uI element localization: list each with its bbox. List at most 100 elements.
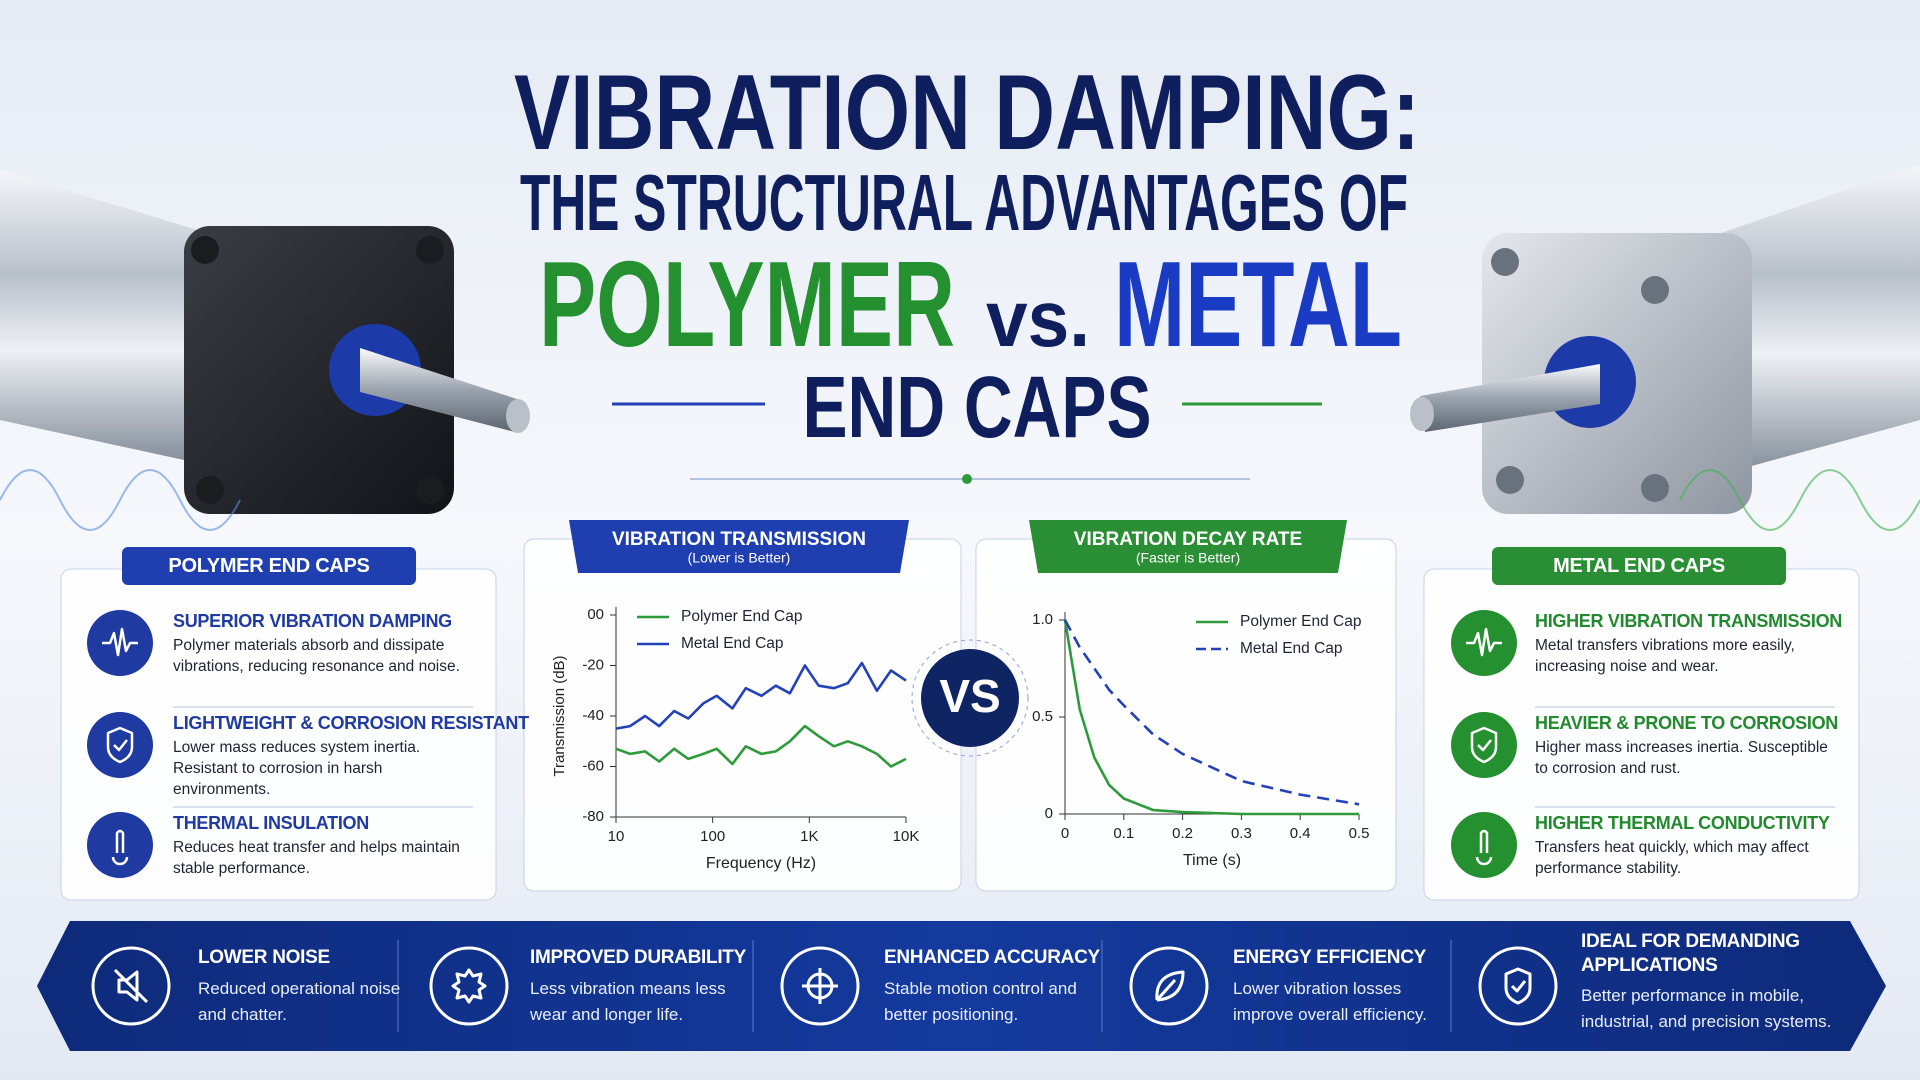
vs-badge — [921, 649, 1019, 747]
x-tick-label: 10 — [608, 828, 625, 845]
y-tick-label: -60 — [582, 757, 604, 774]
icon — [87, 610, 153, 676]
left-tube — [0, 170, 230, 470]
x-tick-label: 1K — [800, 828, 818, 845]
legend-label: Metal End Cap — [681, 635, 784, 652]
chart-ribbon — [1029, 520, 1347, 573]
icon-glyph — [1504, 967, 1532, 1005]
icon-glyph — [1475, 829, 1493, 866]
x-tick-label: 10K — [893, 828, 920, 845]
left-cap — [184, 226, 454, 514]
chart-subtitle: (Lower is Better) — [688, 550, 791, 566]
benefit-icon — [91, 946, 171, 1026]
benefit-icon — [780, 946, 860, 1026]
icon-ring — [429, 946, 509, 1026]
left-shaft — [360, 348, 520, 432]
legend-label: Metal End Cap — [1240, 640, 1343, 657]
icon — [87, 712, 153, 778]
x-tick-label: 0.4 — [1290, 825, 1311, 842]
icon-ring — [1129, 946, 1209, 1026]
series-line — [1063, 619, 1359, 816]
icon-glyph — [113, 968, 149, 1004]
title-metal: METAL — [1114, 236, 1402, 372]
item-title: LIGHTWEIGHT & CORROSION RESISTANT — [173, 713, 529, 733]
x-tick-label: 0.1 — [1113, 825, 1134, 842]
x-tick-label: 0.5 — [1349, 825, 1370, 842]
icon-glyph — [102, 627, 138, 657]
y-tick-label: 1.0 — [1032, 611, 1053, 628]
item-title: HIGHER THERMAL CONDUCTIVITY — [1535, 813, 1830, 833]
benefit-title: ENERGY EFFICIENCY — [1233, 947, 1427, 968]
right-tube — [1700, 165, 1920, 480]
item-title: HEAVIER & PRONE TO CORROSION — [1535, 713, 1838, 733]
y-tick-label: -80 — [582, 808, 604, 825]
benefit-text: Reduced operational noise and chatter. — [198, 979, 401, 1024]
title-polymer: POLYMER — [539, 236, 955, 372]
item-text: Metal transfers vibrations more easily, … — [1535, 637, 1795, 675]
chart-subtitle: (Faster is Better) — [1136, 550, 1240, 566]
item-title: THERMAL INSULATION — [173, 813, 369, 833]
benefit-icon — [1129, 946, 1209, 1026]
legend-label: Polymer End Cap — [681, 608, 802, 625]
item-text: Transfers heat quickly, which may affect… — [1535, 839, 1809, 877]
icon-glyph — [1466, 627, 1502, 657]
icon-glyph — [802, 968, 838, 1004]
panel-title: POLYMER END CAPS — [122, 547, 416, 585]
icon-glyph — [111, 829, 129, 866]
icon-bg — [1451, 712, 1517, 778]
vs-ring — [911, 639, 1029, 757]
x-axis-label: Frequency (Hz) — [706, 855, 816, 872]
benefit-title: IMPROVED DURABILITY — [530, 947, 746, 968]
chart-ribbon — [569, 520, 909, 573]
bolt — [416, 476, 444, 504]
panel-title: METAL END CAPS — [1492, 547, 1786, 585]
benefit-text: Less vibration means less wear and longe… — [530, 979, 726, 1024]
item-text: Higher mass increases inertia. Susceptib… — [1535, 739, 1828, 777]
x-axis-label: Time (s) — [1183, 852, 1241, 869]
benefit-band — [37, 921, 1886, 1051]
right-shaft — [1420, 364, 1600, 432]
bolt — [416, 236, 444, 264]
y-tick-label: 0.5 — [1032, 708, 1053, 725]
icon-glyph — [106, 726, 134, 764]
icon-ring — [1478, 946, 1558, 1026]
item-text: Lower mass reduces system inertia. Resis… — [173, 739, 421, 798]
bolt — [196, 476, 224, 504]
divider-dot — [962, 474, 972, 484]
title-vs: vs. — [986, 274, 1090, 363]
benefit-icon — [429, 946, 509, 1026]
chart-title: VIBRATION DECAY RATE — [1074, 529, 1302, 550]
icon-ring — [780, 946, 860, 1026]
benefit-text: Lower vibration losses improve overall e… — [1233, 979, 1428, 1024]
icon — [1451, 610, 1517, 676]
bolt — [1641, 276, 1669, 304]
title-line: VIBRATION DAMPING: — [514, 52, 1420, 172]
title-line: THE STRUCTURAL ADVANTAGES OF — [520, 158, 1408, 247]
item-title: HIGHER VIBRATION TRANSMISSION — [1535, 611, 1842, 631]
series-line — [615, 724, 907, 768]
benefit-text: Better performance in mobile, industrial… — [1581, 986, 1832, 1031]
icon-bg — [87, 812, 153, 878]
wave — [0, 469, 241, 531]
x-tick-label: 0.2 — [1172, 825, 1193, 842]
icon — [87, 812, 153, 878]
icon-bg — [87, 712, 153, 778]
legend-label: Polymer End Cap — [1240, 613, 1361, 630]
benefit-title: LOWER NOISE — [198, 947, 330, 968]
icon — [1451, 712, 1517, 778]
x-tick-label: 0 — [1061, 825, 1069, 842]
wave — [1679, 469, 1920, 531]
vs-text: VS — [939, 670, 1000, 722]
series-line — [1063, 619, 1360, 806]
benefit-title: ENHANCED ACCURACY — [884, 947, 1100, 968]
icon-glyph — [451, 968, 487, 1004]
series-line — [615, 661, 907, 730]
y-tick-label: -20 — [582, 656, 604, 673]
icon-ring — [91, 946, 171, 1026]
y-tick-label: 00 — [587, 606, 604, 623]
y-tick-label: -40 — [582, 707, 604, 724]
item-title: SUPERIOR VIBRATION DAMPING — [173, 611, 452, 631]
